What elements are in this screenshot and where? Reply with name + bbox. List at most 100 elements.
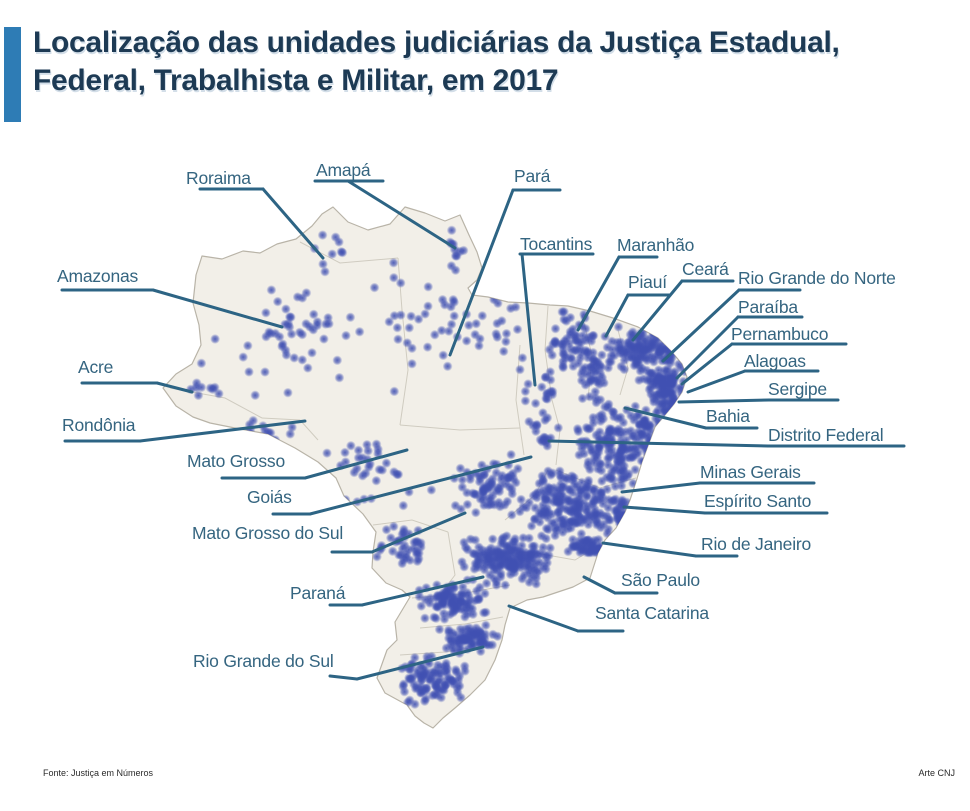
unit-dot-minas-gerais [542,512,553,523]
unit-dot-mato-grosso [393,469,404,480]
leader-line-parana [360,575,485,607]
unit-dot-goias [479,485,490,496]
unit-dot-acre [213,388,224,399]
leader-line-amapa [346,179,457,250]
unit-dot-sao-paulo [503,560,514,571]
unit-dot-rio-grande-do-sul [460,666,470,677]
unit-dot-minas-gerais [516,494,527,505]
unit-dot-sao-paulo [509,567,520,578]
state-label-sao-paulo: São Paulo [621,570,700,590]
leader-line-mato-grosso-do-sul [370,511,467,554]
unit-dot-para [512,324,523,335]
state-label-goias: Goiás [247,487,292,507]
unit-dot-para-scatter [439,299,450,310]
unit-dot-mato-grosso [371,475,382,486]
state-label-bahia: Bahia [706,406,750,426]
unit-dot-mato-grosso [353,445,364,456]
leader-line-tocantins [520,252,537,387]
unit-dot-bahia-coast [640,421,651,432]
unit-dot-amazonas [260,367,270,377]
leader-line-alagoas [686,369,747,394]
unit-dot-para-belem [510,272,520,283]
unit-dot-para-scatter [413,314,424,325]
unit-dot-bahia [653,455,664,466]
unit-dot-piaui [589,373,599,383]
unit-dot-amapa [446,225,457,236]
unit-dot-maranhao [583,332,594,343]
unit-dot-para-scatter [395,278,406,288]
unit-dot-bahia-coast [649,448,659,459]
unit-dot-para [500,336,511,347]
chart-title: Localização das unidades judiciárias da … [33,24,953,100]
unit-dot-amazonas [260,307,271,318]
unit-dot-piaui [595,360,606,371]
unit-dot-amazonas [301,318,312,329]
unit-dot-santa-catarina [487,639,498,650]
unit-dot-para [501,328,512,339]
unit-dot-alagoas-sergipe [677,408,687,419]
unit-dot-para [474,340,484,351]
unit-dot-santa-catarina [477,636,488,647]
unit-dot-rondonia [285,429,296,439]
unit-dot-santa-catarina [447,643,458,653]
state-label-para: Pará [514,166,551,186]
unit-dot-rio-grande-do-norte [654,346,665,357]
unit-dot-minas-gerais [569,503,580,514]
unit-dot-amazonas-scatter [345,312,356,323]
unit-dot-rondonia [256,435,267,446]
unit-dot-rio-grande-do-sul [436,692,447,703]
unit-dot-amazonas-scatter [302,363,313,373]
unit-dot-bahia [650,461,661,472]
state-label-acre: Acre [78,357,114,377]
unit-dot-amazonas-scatter [334,372,345,383]
state-label-alagoas: Alagoas [744,351,806,371]
state-label-tocantins: Tocantins [520,234,593,254]
state-label-pernambuco: Pernambuco [731,324,829,344]
unit-dot-sao-paulo [497,548,508,559]
unit-dot-para [471,318,482,329]
unit-dot-goias [493,483,504,494]
unit-dot-alagoas-sergipe [670,409,681,420]
unit-dot-bahia [618,417,629,428]
unit-dot-goias [470,507,481,518]
leader-line-sao-paulo [582,575,617,595]
unit-dot-goias [493,497,504,508]
unit-dot-minas-gerais [537,500,548,511]
unit-dot-bahia [596,465,607,476]
unit-dot-mato-grosso-do-sul [398,527,409,538]
unit-dot-rio-grande-do-sul [442,663,453,674]
leader-line-distrito-federal [547,439,770,448]
state-label-espirito-santo: Espírito Santo [704,491,812,511]
unit-dot-amazonas-scatter [292,292,303,302]
unit-dot-bahia-coast [652,428,663,439]
unit-dot-bahia [602,453,613,464]
unit-dot-para [492,332,503,343]
state-border-line [419,616,504,629]
unit-dot-para-scatter [461,335,472,346]
unit-dot-bahia [596,476,607,487]
unit-dot-rio-de-janeiro [588,545,599,556]
unit-dot-goias [502,496,513,507]
unit-dot-santa-catarina [468,639,479,650]
state-label-santa-catarina: Santa Catarina [595,603,709,623]
unit-dot-rio-de-janeiro [579,545,590,556]
state-label-sergipe: Sergipe [768,379,827,399]
unit-dot-parana [472,594,483,605]
unit-dot-roraima [317,230,328,241]
unit-dot-sao-paulo [472,559,483,570]
unit-dot-santa-catarina [447,627,458,638]
unit-dot-sao-paulo [487,534,498,545]
state-border-line [399,424,521,431]
unit-dot-mato-grosso-do-sul [411,536,422,547]
unit-dot-amazonas-scatter [266,285,277,295]
unit-dot-parana [439,614,450,625]
leader-line-paraiba [675,315,740,380]
unit-dot-bahia [594,411,605,422]
unit-dot-para [498,346,509,357]
unit-dot-bahia [619,461,630,471]
unit-dot-paraiba-pernambuco [659,365,670,376]
unit-dot-para-belem [502,275,512,286]
unit-dot-para-scatter [510,302,521,313]
unit-dot-mato-grosso-do-sul [385,532,396,543]
